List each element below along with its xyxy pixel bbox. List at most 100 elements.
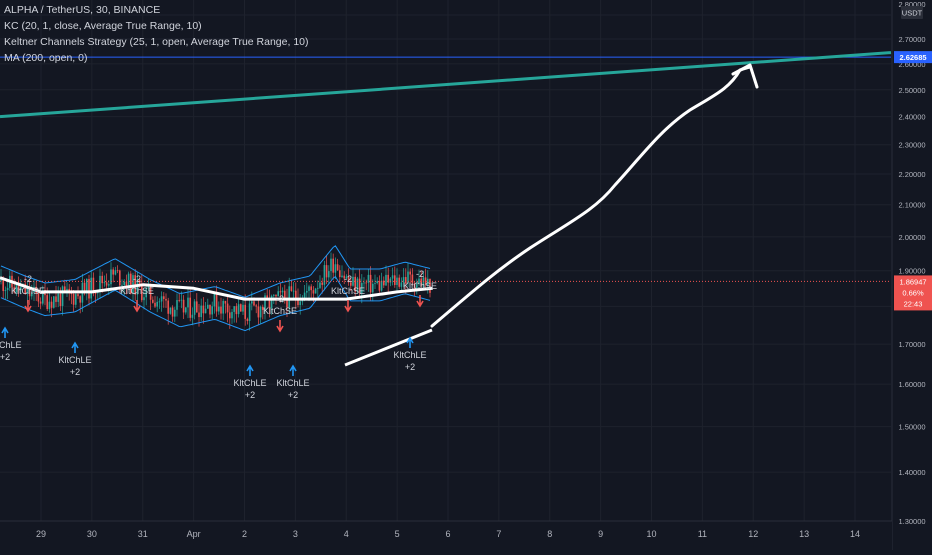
candle-body — [268, 297, 271, 309]
candle-body — [257, 306, 260, 318]
candle-body — [114, 270, 117, 275]
candle-body — [290, 286, 293, 291]
strategy-signal[interactable]: -2 KltChSE — [403, 269, 437, 308]
candle-body — [427, 278, 429, 285]
candle-body — [121, 284, 123, 286]
candle-body — [262, 306, 264, 310]
candle-body — [143, 297, 145, 301]
strategy-signal[interactable]: KltChLE +2 — [233, 364, 267, 400]
strategy-signal[interactable]: -2 KltChSE — [11, 274, 45, 313]
sell-arrow-icon — [416, 295, 424, 308]
candle-layer — [0, 252, 431, 331]
candle-body — [218, 306, 220, 312]
rising-trendline[interactable] — [0, 51, 892, 119]
candle-body — [215, 293, 218, 312]
signal-label: KltChLE — [393, 350, 426, 360]
projection-arrow[interactable] — [430, 65, 752, 328]
ma-200-line[interactable] — [0, 276, 433, 301]
candle-body — [125, 281, 128, 288]
symbol-title[interactable]: ALPHA / TetherUS, 30, BINANCE — [4, 4, 161, 16]
strategy-signal[interactable]: -2 KltChSE — [331, 274, 365, 313]
candle-body — [281, 290, 284, 293]
buy-arrow-icon — [1, 326, 9, 338]
candle-body — [42, 290, 44, 304]
signal-layer: -2 KltChSE KltChLE +2 KltChLE +2 -2 KltChSE -2 Kl… — [0, 269, 437, 400]
support-line-drawing[interactable] — [344, 328, 433, 367]
candle-body — [189, 297, 191, 318]
candle-body — [17, 282, 20, 291]
candle-body — [279, 291, 282, 293]
candle-body — [354, 276, 356, 292]
signal-qty: +2 — [405, 362, 415, 372]
candle-body — [108, 284, 110, 286]
candle-body — [174, 309, 176, 317]
signal-qty: -2 — [276, 294, 284, 304]
candle-body — [325, 265, 328, 278]
candle-body — [275, 294, 277, 297]
candle-body — [248, 303, 251, 322]
candle-body — [330, 258, 332, 272]
signal-qty: -2 — [344, 274, 352, 284]
candle-body — [336, 264, 339, 271]
candle-body — [169, 307, 172, 314]
time-tick-label: Apr — [187, 529, 201, 539]
strategy-signal[interactable]: -2 KltChSE — [120, 274, 154, 313]
strategy-signal[interactable]: KltChLE +2 — [393, 336, 427, 372]
signal-qty: +2 — [0, 352, 10, 362]
candle-body — [193, 301, 196, 315]
candle-body — [317, 287, 319, 289]
candle-body — [387, 274, 389, 283]
price-axis-panel[interactable] — [892, 0, 932, 550]
bar-countdown: 22:43 — [904, 299, 923, 308]
candle-body — [167, 300, 169, 314]
price-tick-label: 1.90000 — [898, 267, 925, 276]
time-axis-panel[interactable] — [0, 521, 892, 550]
candle-body — [31, 292, 33, 297]
candle-body — [77, 294, 79, 297]
signal-label: KltChSE — [331, 286, 365, 296]
target-price-tag-text: 2.62685 — [899, 53, 926, 62]
candle-body — [178, 300, 180, 301]
candle-body — [213, 293, 216, 307]
target-price-tag[interactable] — [894, 51, 932, 64]
candle-body — [101, 275, 103, 284]
candle-body — [231, 311, 233, 319]
strategy-signal[interactable]: KltChLE +2 — [276, 364, 310, 400]
candle-body — [398, 277, 400, 287]
candle-body — [46, 295, 48, 310]
strategy-signal[interactable]: KltChLE +2 — [58, 341, 92, 377]
time-tick-label: 9 — [598, 529, 603, 539]
candle-body — [13, 287, 15, 293]
candle-body — [255, 305, 257, 307]
candle-body — [405, 277, 407, 284]
price-tick-label: 2.70000 — [898, 35, 925, 44]
candle-body — [75, 294, 77, 305]
candle-body — [211, 306, 213, 315]
indicator-strategy-label[interactable]: Keltner Channels Strategy (25, 1, open, … — [4, 36, 309, 48]
candle-body — [352, 276, 354, 286]
candle-body — [37, 292, 40, 302]
candle-body — [277, 291, 279, 297]
price-tick-label: 1.50000 — [898, 423, 925, 432]
candle-body — [251, 301, 253, 304]
candle-body — [165, 298, 167, 301]
signal-label: KltChLE — [58, 355, 91, 365]
currency-chip[interactable] — [901, 6, 923, 19]
candle-body — [2, 278, 4, 292]
candle-body — [253, 301, 255, 306]
strategy-signal[interactable]: KltChLE +2 — [0, 326, 22, 362]
buy-arrow-icon — [406, 336, 414, 348]
current-price-tag[interactable] — [894, 275, 932, 311]
candle-body — [383, 280, 385, 286]
strategy-signal[interactable]: -2 KltChSE — [263, 294, 297, 333]
chart-legend: ALPHA / TetherUS, 30, BINANCE KC (20, 1,… — [4, 2, 309, 66]
candle-body — [372, 283, 374, 293]
candle-body — [310, 286, 312, 291]
indicator-ma-label[interactable]: MA (200, open, 0) — [4, 52, 88, 64]
price-tick-label: 1.70000 — [898, 340, 925, 349]
candle-body — [429, 278, 431, 293]
indicator-kc-label[interactable]: KC (20, 1, close, Average True Range, 10… — [4, 20, 202, 32]
